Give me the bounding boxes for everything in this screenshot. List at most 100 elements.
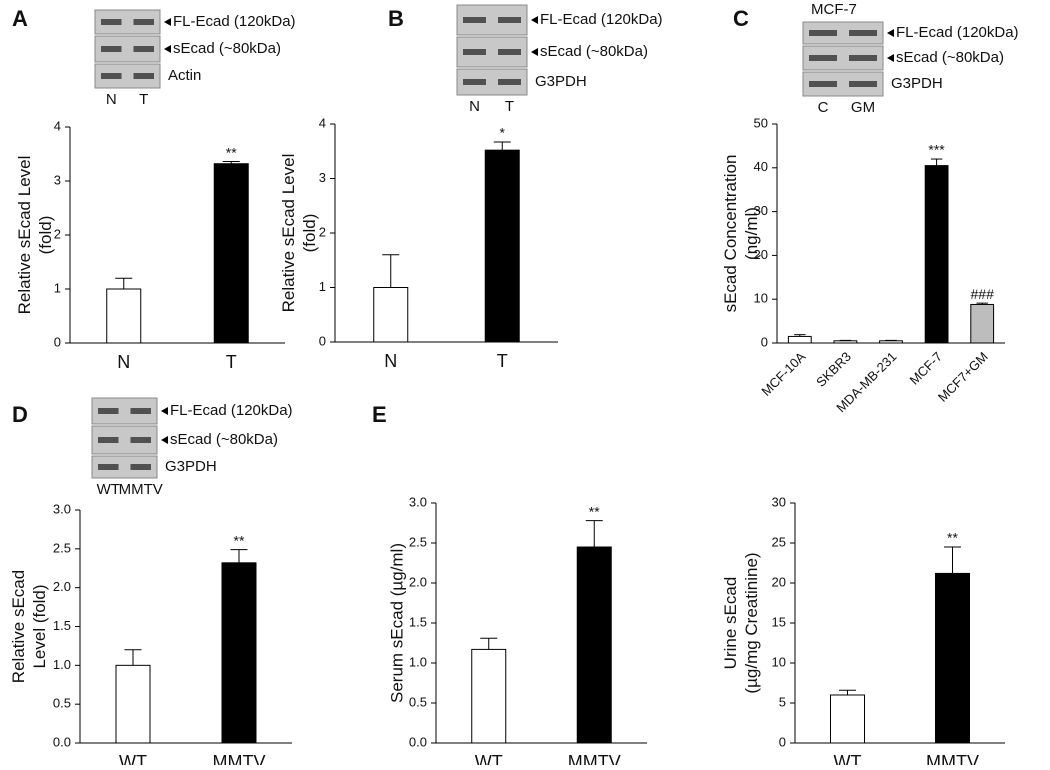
- blot-band: [91, 455, 158, 479]
- bar: [879, 340, 903, 344]
- x-tick-label: MCF-10A: [758, 349, 808, 399]
- lane-label: GM: [851, 99, 875, 116]
- lane-label: T: [139, 91, 148, 108]
- arrow: [161, 436, 168, 444]
- blot-label: FL-Ecad (120kDa): [170, 402, 293, 419]
- significance: *: [500, 125, 506, 141]
- x-tick-label: N: [384, 351, 397, 371]
- y-tick-label: 0.5: [409, 694, 427, 709]
- y-tick-label: 3: [319, 170, 326, 185]
- y-tick-label: 0: [779, 734, 786, 749]
- bar: [924, 165, 949, 344]
- blot-label: FL-Ecad (120kDa): [540, 11, 663, 28]
- x-tick-label: MMTV: [926, 752, 979, 765]
- bar: [213, 163, 249, 344]
- y-tick-label: 30: [754, 203, 768, 218]
- bar: [115, 664, 151, 744]
- y-tick-label: 5: [779, 694, 786, 709]
- y-axis-label: Level (fold): [30, 584, 49, 668]
- y-tick-label: 0.0: [409, 734, 427, 749]
- arrow: [161, 407, 168, 415]
- arrow: [164, 18, 171, 26]
- panel-letter: B: [388, 6, 404, 31]
- y-tick-label: 1: [54, 280, 61, 295]
- significance: ###: [971, 286, 995, 302]
- x-tick-label: WT: [119, 752, 147, 765]
- blot-signal: [498, 79, 521, 85]
- x-tick-label: MCF7+GM: [935, 349, 991, 405]
- blot-band: [802, 21, 884, 45]
- y-tick-label: 2.5: [409, 534, 427, 549]
- panel-letter: D: [12, 402, 28, 427]
- bar: [221, 562, 257, 744]
- y-tick-label: 2: [319, 224, 326, 239]
- y-tick-label: 15: [772, 614, 786, 629]
- blot-signal: [130, 408, 151, 414]
- blot-label: G3PDH: [891, 75, 943, 92]
- arrow: [531, 16, 538, 24]
- y-tick-label: 2.5: [53, 540, 71, 555]
- y-tick-label: 0.5: [53, 696, 71, 711]
- y-tick-label: 0: [761, 334, 768, 349]
- y-tick-label: 50: [754, 115, 768, 130]
- blot-label: G3PDH: [535, 73, 587, 90]
- panel-letter: C: [733, 6, 749, 31]
- blot-signal: [133, 19, 154, 25]
- y-tick-label: 2.0: [53, 579, 71, 594]
- blot-signal: [809, 55, 837, 61]
- blot-signal: [809, 30, 837, 36]
- y-axis-label: (fold): [36, 216, 55, 255]
- y-tick-label: 0: [319, 333, 326, 348]
- x-tick-label: WT: [475, 752, 503, 765]
- bar: [970, 303, 995, 344]
- y-axis-label: (fold): [300, 214, 319, 253]
- y-tick-label: 1.0: [409, 654, 427, 669]
- y-tick-label: 4: [54, 118, 61, 133]
- y-tick-label: 1.5: [53, 618, 71, 633]
- y-tick-label: 3: [54, 172, 61, 187]
- y-axis-label: Serum sEcad (µg/ml): [387, 543, 406, 703]
- x-tick-label: MMTV: [568, 752, 621, 765]
- arrow: [887, 29, 894, 37]
- lane-label: MMTV: [119, 481, 163, 498]
- blot-signal: [809, 81, 837, 87]
- blot-signal: [98, 437, 119, 443]
- y-tick-label: 10: [754, 291, 768, 306]
- significance: **: [226, 144, 237, 160]
- blot-label: sEcad (~80kDa): [540, 43, 648, 60]
- y-tick-label: 4: [319, 115, 326, 130]
- y-tick-label: 30: [772, 494, 786, 509]
- y-axis-label: Relative sEcad Level: [15, 156, 34, 315]
- blot-signal: [498, 17, 521, 23]
- y-tick-label: 20: [772, 574, 786, 589]
- y-tick-label: 0.0: [53, 734, 71, 749]
- lane-label: N: [106, 91, 117, 108]
- blot-signal: [130, 464, 151, 470]
- x-tick-label: SKBR3: [813, 349, 854, 390]
- y-tick-label: 1: [319, 279, 326, 294]
- lane-label: T: [505, 98, 514, 115]
- blot-title: MCF-7: [811, 1, 857, 18]
- blot-signal: [101, 46, 122, 52]
- bar: [833, 340, 858, 344]
- bar: [484, 149, 520, 343]
- bar: [830, 694, 865, 744]
- panel-letter: A: [12, 6, 28, 31]
- blot-signal: [498, 49, 521, 55]
- blot-label: sEcad (~80kDa): [173, 40, 281, 57]
- blot-label: sEcad (~80kDa): [170, 431, 278, 448]
- panel-letter: E: [372, 402, 387, 427]
- y-tick-label: 25: [772, 534, 786, 549]
- y-tick-label: 1.0: [53, 657, 71, 672]
- blot-signal: [463, 17, 486, 23]
- blot-label: G3PDH: [165, 458, 217, 475]
- y-axis-label: Relative sEcad Level: [279, 154, 298, 313]
- blot-signal: [849, 55, 877, 61]
- significance: ***: [928, 142, 945, 158]
- x-tick-label: N: [117, 352, 130, 372]
- y-axis-label: (µg/mg Creatinine): [742, 552, 761, 693]
- arrow: [531, 48, 538, 56]
- blot-signal: [98, 464, 119, 470]
- bar: [576, 546, 612, 744]
